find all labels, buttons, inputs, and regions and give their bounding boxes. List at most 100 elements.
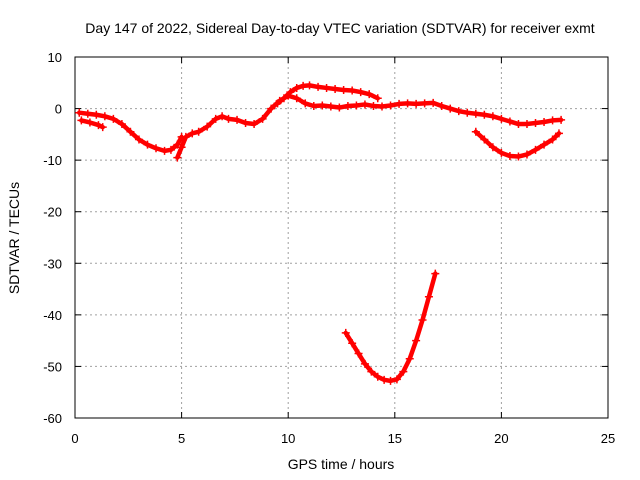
- data-point: [399, 367, 408, 376]
- data-point: [85, 118, 94, 127]
- data-point: [126, 127, 135, 136]
- data-point: [380, 375, 389, 384]
- data-point: [557, 115, 566, 124]
- data-point: [514, 152, 523, 161]
- data-point: [540, 140, 549, 149]
- data-point: [117, 120, 126, 129]
- data-point: [181, 132, 190, 141]
- data-point: [279, 94, 288, 103]
- data-point: [446, 104, 455, 113]
- data-point: [356, 88, 365, 97]
- data-point: [480, 135, 489, 144]
- data-point: [292, 94, 301, 103]
- data-point: [335, 103, 344, 112]
- data-point: [152, 144, 161, 153]
- x-tick-labels: 0 5 10 15 20 25: [71, 431, 615, 446]
- data-point: [497, 114, 506, 123]
- grid: [75, 57, 608, 418]
- data-point: [224, 114, 233, 123]
- x-tick-label: 10: [281, 431, 295, 446]
- y-axis-label: SDTVAR / TECUs: [6, 182, 22, 294]
- data-point: [471, 109, 480, 118]
- data-point: [352, 101, 361, 110]
- data-point: [188, 129, 197, 138]
- data-point: [522, 150, 531, 159]
- data-point: [314, 82, 323, 91]
- data-point: [360, 100, 369, 109]
- plot-frame: [74, 56, 609, 419]
- data-point: [305, 81, 314, 90]
- y-tick-labels: 10 0 -10 -20 -30 -40 -50 -60: [43, 50, 62, 426]
- data-point: [365, 90, 374, 99]
- data-point: [531, 119, 540, 128]
- data-point: [540, 117, 549, 126]
- data-point: [339, 86, 348, 95]
- data-point: [418, 316, 427, 325]
- y-tick-label: 0: [55, 102, 62, 117]
- data-point: [403, 99, 412, 108]
- data-point: [386, 101, 395, 110]
- y-tick-label: -40: [43, 308, 62, 323]
- data-point: [173, 140, 182, 149]
- series-trace-a: [75, 108, 186, 155]
- data-point: [292, 83, 301, 92]
- data-point: [343, 101, 352, 110]
- data-point: [437, 101, 446, 110]
- series-trace-f: [341, 269, 440, 385]
- axis-ticks: [74, 56, 609, 419]
- data-point: [250, 120, 259, 129]
- data-point: [326, 102, 335, 111]
- chart-title: Day 147 of 2022, Sidereal Day-to-day VTE…: [85, 20, 594, 36]
- data-point: [331, 84, 340, 93]
- data-point: [98, 123, 107, 132]
- data-point: [177, 143, 186, 152]
- y-tick-label: -10: [43, 153, 62, 168]
- data-point: [92, 110, 101, 119]
- data-series: [75, 81, 566, 385]
- y-tick-label: -60: [43, 411, 62, 426]
- data-point: [100, 112, 109, 121]
- data-point: [531, 145, 540, 154]
- data-point: [94, 121, 103, 130]
- data-point: [301, 99, 310, 108]
- x-tick-label: 0: [71, 431, 78, 446]
- data-point: [480, 110, 489, 119]
- y-tick-label: -50: [43, 359, 62, 374]
- series-trace-d: [273, 81, 382, 108]
- y-tick-label: -20: [43, 205, 62, 220]
- data-point: [392, 375, 401, 384]
- x-axis-label: GPS time / hours: [288, 456, 395, 472]
- data-point: [548, 116, 557, 125]
- data-point: [348, 339, 357, 348]
- data-point: [173, 153, 182, 162]
- x-tick-label: 20: [494, 431, 508, 446]
- data-point: [341, 328, 350, 337]
- data-point: [386, 376, 395, 385]
- data-point: [309, 101, 318, 110]
- data-point: [83, 109, 92, 118]
- data-point: [471, 127, 480, 136]
- data-point: [354, 349, 363, 358]
- data-point: [286, 88, 295, 97]
- data-point: [373, 94, 382, 103]
- data-point: [322, 83, 331, 92]
- data-point: [360, 359, 369, 368]
- data-point: [258, 114, 267, 123]
- data-point: [160, 146, 169, 155]
- data-point: [267, 104, 276, 113]
- x-tick-label: 5: [178, 431, 185, 446]
- data-point: [378, 102, 387, 111]
- data-point: [369, 101, 378, 110]
- data-point: [554, 129, 563, 138]
- data-point: [488, 112, 497, 121]
- series-trace-c: [173, 91, 566, 162]
- data-point: [77, 116, 86, 125]
- data-point: [348, 86, 357, 95]
- data-point: [143, 140, 152, 149]
- data-point: [514, 120, 523, 129]
- data-point: [454, 107, 463, 116]
- data-point: [134, 135, 143, 144]
- series-trace-e: [471, 127, 563, 161]
- data-point: [367, 367, 376, 376]
